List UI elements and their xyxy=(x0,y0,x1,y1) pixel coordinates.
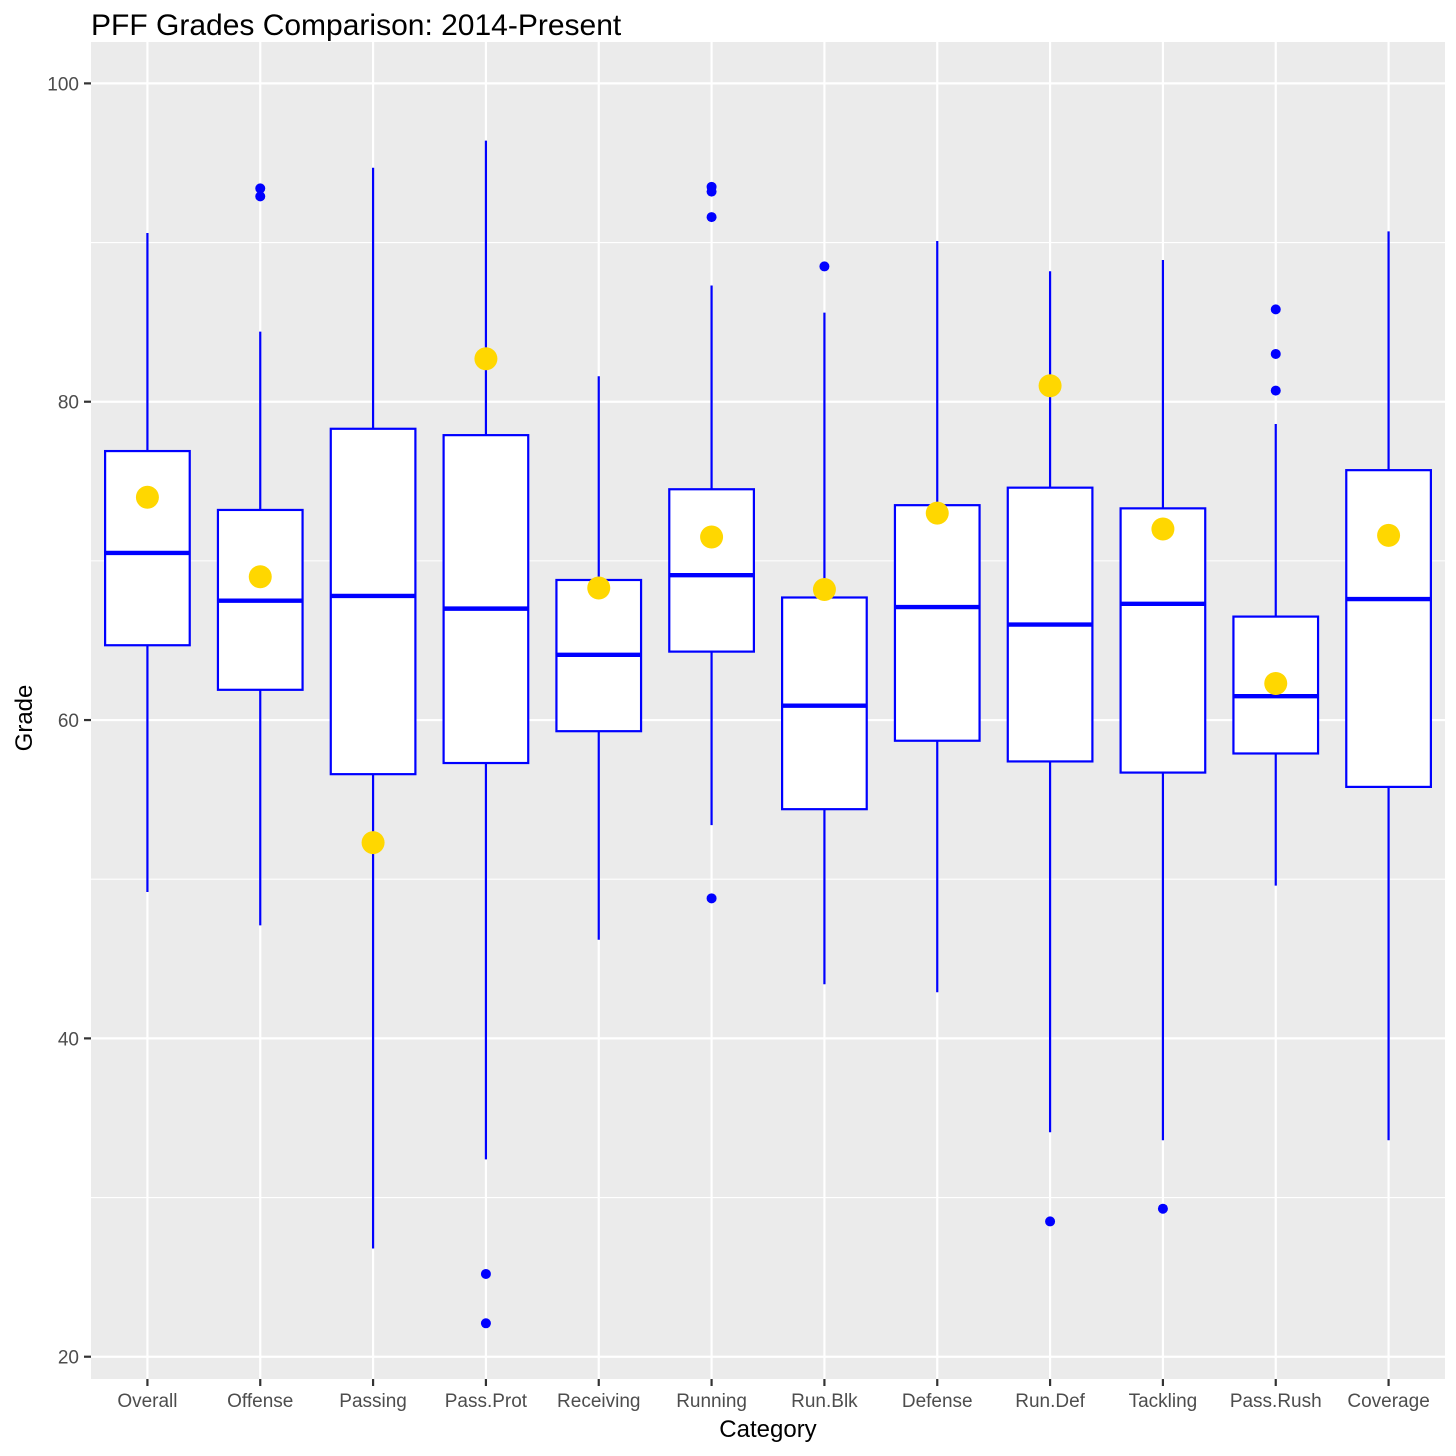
box-group xyxy=(668,181,755,904)
outlier-point xyxy=(255,191,266,202)
outlier-point xyxy=(1270,304,1281,315)
highlight-point xyxy=(812,578,836,602)
y-tick-label: 60 xyxy=(58,711,79,732)
highlight-point xyxy=(925,501,949,525)
iqr-box xyxy=(1345,469,1432,788)
outlier-point xyxy=(255,183,266,194)
highlight-point xyxy=(135,485,159,509)
x-tick-label: Running xyxy=(676,1391,747,1412)
y-tick-label: 100 xyxy=(47,74,79,95)
x-tick-label: Coverage xyxy=(1347,1391,1429,1412)
x-tick-label: Overall xyxy=(117,1391,177,1412)
highlight-point xyxy=(1151,517,1175,541)
highlight-point xyxy=(1377,523,1401,547)
outlier-point xyxy=(819,261,830,272)
highlight-point xyxy=(474,347,498,371)
outlier-point xyxy=(706,186,717,197)
box-group xyxy=(781,261,868,985)
x-tick-label: Run.Blk xyxy=(791,1391,858,1412)
highlight-point xyxy=(587,576,611,600)
plot-panel xyxy=(91,42,1445,1379)
box-group xyxy=(1119,260,1207,1214)
iqr-box xyxy=(442,434,530,765)
outlier-point xyxy=(1270,385,1281,396)
y-tick-label: 80 xyxy=(58,393,79,414)
outlier-point xyxy=(480,1318,491,1329)
outlier-point xyxy=(706,893,717,904)
y-tick-label: 40 xyxy=(58,1029,79,1050)
x-axis-title: Category xyxy=(719,1416,816,1443)
outlier-point xyxy=(1157,1203,1168,1214)
y-tick-label: 20 xyxy=(58,1348,79,1369)
x-tick-label: Run.Def xyxy=(1015,1391,1085,1412)
highlight-point xyxy=(361,831,385,855)
outlier-point xyxy=(1045,1216,1056,1227)
x-tick-label: Receiving xyxy=(557,1391,640,1412)
outlier-point xyxy=(1270,348,1281,359)
x-tick-label: Pass.Rush xyxy=(1230,1391,1322,1412)
highlight-point xyxy=(700,525,724,549)
iqr-box xyxy=(104,449,191,647)
x-tick-label: Defense xyxy=(902,1391,973,1412)
box-group xyxy=(555,376,643,940)
x-tick-label: Offense xyxy=(227,1391,293,1412)
box-group xyxy=(216,183,304,926)
outlier-point xyxy=(706,212,717,223)
box-group xyxy=(442,140,530,1329)
iqr-box xyxy=(668,488,755,653)
box-group xyxy=(329,167,417,1249)
y-axis-title: Grade xyxy=(11,685,38,752)
box-group xyxy=(104,233,191,892)
box-group xyxy=(893,240,981,993)
box-group xyxy=(1345,231,1432,1141)
iqr-box xyxy=(1119,507,1207,774)
outlier-point xyxy=(480,1268,491,1279)
highlight-points xyxy=(135,347,1401,855)
highlight-point xyxy=(248,565,272,589)
iqr-box xyxy=(329,427,417,776)
axes: 20 40 60 80 100 Overall Offense Passing Pass.Pro… xyxy=(47,74,1429,1412)
x-tick-label: Pass.Prot xyxy=(445,1391,528,1412)
x-tick-label: Tackling xyxy=(1129,1391,1198,1412)
iqr-box xyxy=(781,596,868,811)
highlight-point xyxy=(1038,374,1062,398)
highlight-point xyxy=(1264,671,1288,695)
chart-title: PFF Grades Comparison: 2014-Present xyxy=(91,9,622,42)
iqr-box xyxy=(893,504,981,742)
box-group xyxy=(1006,271,1094,1227)
x-tick-label: Passing xyxy=(339,1391,407,1412)
